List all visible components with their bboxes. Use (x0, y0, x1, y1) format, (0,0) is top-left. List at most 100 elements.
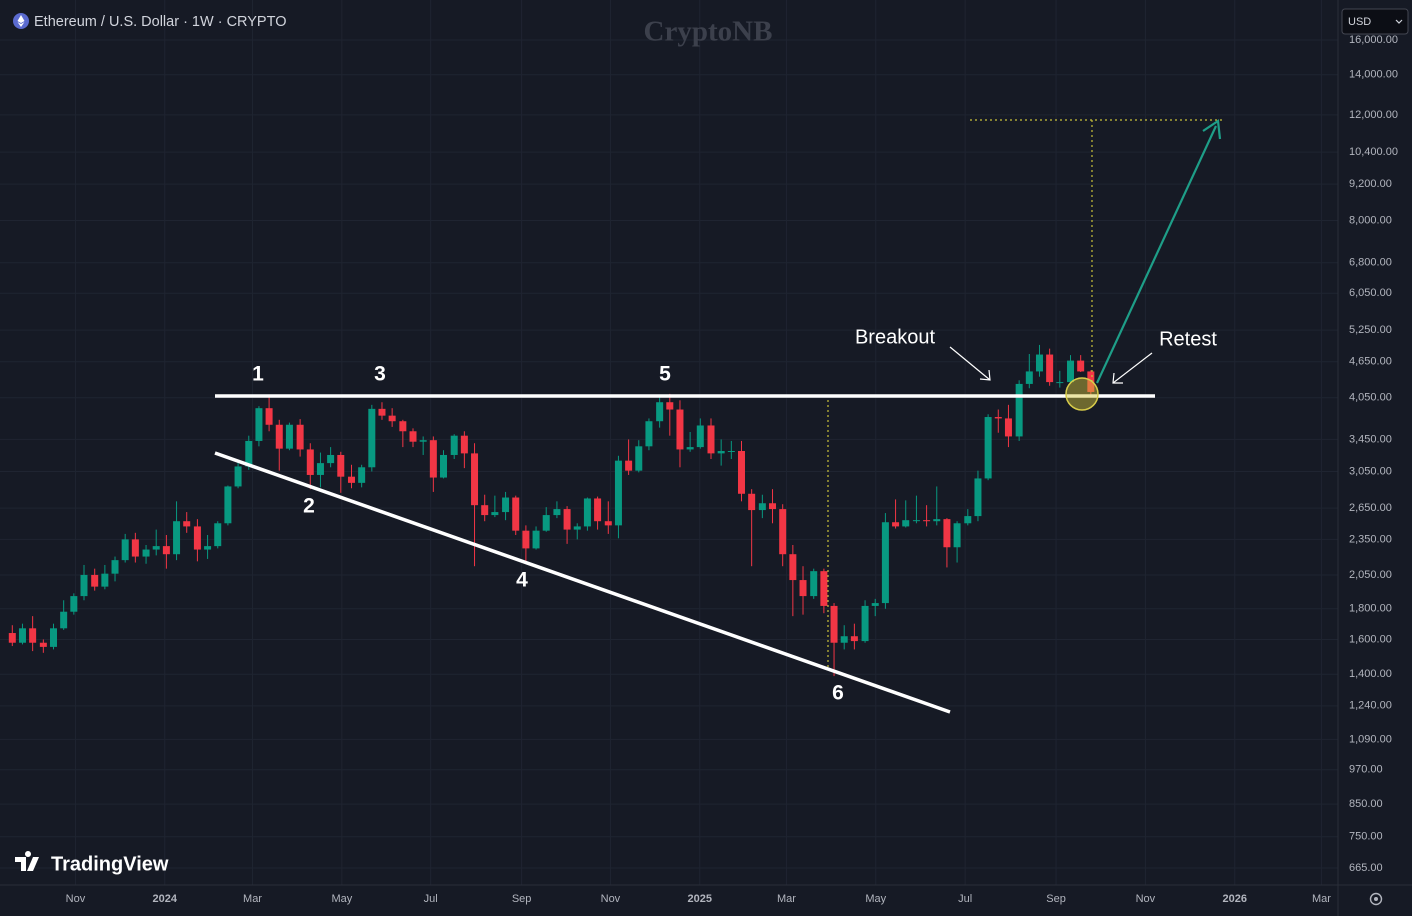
candle-body (645, 421, 653, 447)
candle-body (275, 424, 283, 449)
point-label: 4 (516, 569, 528, 592)
candle-body (460, 435, 468, 454)
y-tick-label: 1,600.00 (1349, 633, 1392, 645)
candle-body (409, 431, 417, 442)
candle-body (502, 497, 510, 513)
candle-body (204, 546, 212, 550)
candle-body (399, 421, 407, 432)
x-tick-label: Nov (1136, 893, 1156, 905)
candle-body (183, 521, 191, 527)
point-label: 6 (832, 682, 844, 705)
candle-body (984, 417, 992, 479)
chart-title: Ethereum / U.S. Dollar · 1W · CRYPTO (34, 14, 286, 30)
candle-body (737, 451, 745, 494)
candle-body (152, 546, 160, 550)
candle-body (850, 636, 858, 642)
y-tick-label: 16,000.00 (1349, 34, 1398, 46)
candle-body (440, 454, 448, 478)
candle-body (131, 539, 139, 557)
y-tick-label: 4,050.00 (1349, 392, 1392, 404)
candle-body (358, 467, 366, 483)
candle-body (471, 453, 479, 506)
retest-pointer-head (1112, 372, 1123, 384)
candle-body (799, 580, 807, 597)
candle-body (1025, 371, 1033, 384)
candle-body (604, 521, 612, 526)
candle-body (378, 408, 386, 416)
retest-pointer (1112, 352, 1153, 384)
candle-body (429, 440, 437, 478)
settings-button[interactable] (1369, 892, 1383, 906)
candle-body (388, 415, 396, 422)
candle-body (748, 493, 756, 511)
candle-body (881, 522, 889, 604)
breakout-label: Breakout (855, 326, 935, 348)
currency-label[interactable]: USD (1348, 16, 1371, 28)
candle-body (193, 526, 201, 550)
y-tick-label: 6,050.00 (1349, 287, 1392, 299)
y-tick-label: 3,450.00 (1349, 433, 1392, 445)
x-tick-label: 2025 (688, 893, 712, 905)
x-tick-label: Jul (958, 893, 972, 905)
candle-body (871, 603, 879, 606)
candle-body (696, 425, 704, 448)
y-tick-label: 1,240.00 (1349, 700, 1392, 712)
candle-body (80, 574, 88, 597)
candle-body (491, 512, 499, 516)
currency-button[interactable] (1341, 8, 1409, 35)
candle-body (91, 574, 99, 587)
candle-body (347, 476, 355, 483)
currency-caret[interactable] (1395, 19, 1403, 24)
y-tick-label: 9,200.00 (1349, 178, 1392, 190)
y-tick-label: 665.00 (1349, 862, 1383, 874)
y-tick-label: 1,800.00 (1349, 603, 1392, 615)
candle-body (758, 503, 766, 511)
candle-body (316, 463, 324, 475)
candle-body (840, 636, 848, 643)
y-tick-label: 1,400.00 (1349, 668, 1392, 680)
candle-body (614, 460, 622, 526)
symbol-icon-glyph (17, 15, 25, 27)
candle-body (49, 628, 57, 647)
candle-body (111, 560, 119, 574)
y-tick-label: 2,650.00 (1349, 502, 1392, 514)
retest-marker (1065, 377, 1099, 411)
candle-body (542, 515, 550, 531)
candle-body (583, 498, 591, 527)
candle-body (8, 633, 16, 643)
point-label: 1 (252, 363, 264, 386)
y-tick-label: 5,250.00 (1349, 324, 1392, 336)
x-tick-label: May (331, 893, 352, 905)
candle-body (419, 440, 427, 442)
grid (0, 0, 1338, 885)
candle-body (481, 505, 489, 516)
candle-body (101, 573, 109, 587)
candle-body (656, 402, 664, 422)
candle-body (717, 451, 725, 454)
candle-body (296, 424, 304, 450)
y-tick-label: 10,400.00 (1349, 146, 1398, 158)
candle-body (214, 523, 222, 547)
settings-button-center[interactable] (1374, 897, 1378, 901)
candle-body (676, 409, 684, 450)
brand-logo (15, 851, 39, 871)
y-tick-label: 750.00 (1349, 831, 1383, 843)
x-tick-label: 2024 (153, 893, 178, 905)
candle-body (1035, 354, 1043, 372)
brand: TradingView (15, 851, 169, 875)
point-label: 2 (303, 495, 315, 518)
projection-arrowhead (1202, 119, 1222, 140)
watermark: CryptoNB (644, 16, 773, 48)
candle-body (173, 521, 181, 555)
x-tick-label: Sep (1046, 893, 1066, 905)
candle-body (820, 571, 828, 606)
candle-body (902, 520, 910, 527)
x-tick-label: Nov (601, 893, 621, 905)
drawings: 1 3 5 2 4 6 Breakout Retest (214, 119, 1222, 714)
candle-body (789, 554, 797, 581)
candle-body (912, 520, 920, 522)
candle-body (1077, 360, 1085, 372)
candle-body (635, 446, 643, 471)
candle-body (625, 460, 633, 471)
y-tick-label: 850.00 (1349, 798, 1383, 810)
